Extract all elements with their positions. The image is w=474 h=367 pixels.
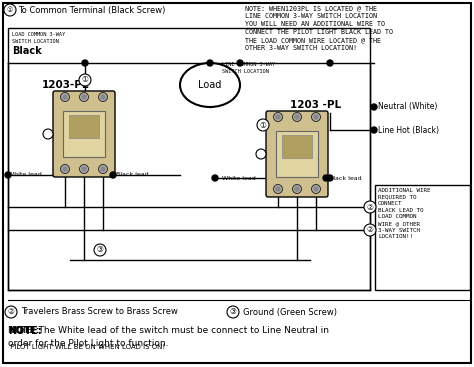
- Circle shape: [295, 187, 299, 191]
- Text: Load: Load: [198, 80, 222, 90]
- FancyBboxPatch shape: [53, 91, 115, 177]
- Circle shape: [63, 167, 67, 171]
- Circle shape: [311, 185, 320, 193]
- Text: Black lead: Black lead: [329, 175, 362, 181]
- FancyBboxPatch shape: [266, 111, 328, 197]
- Circle shape: [207, 60, 213, 66]
- Text: ①: ①: [260, 120, 266, 130]
- Circle shape: [364, 224, 376, 236]
- Text: LOAD COMMON 3-WAY: LOAD COMMON 3-WAY: [12, 32, 65, 37]
- Bar: [63, 111, 105, 157]
- Circle shape: [80, 164, 89, 174]
- Ellipse shape: [180, 63, 240, 107]
- Text: NOTE: WHEN1203PL IS LOCATED @ THE
LINE COMMON 3-WAY SWITCH LOCATION
YOU WILL NEE: NOTE: WHEN1203PL IS LOCATED @ THE LINE C…: [245, 5, 393, 51]
- Circle shape: [371, 127, 377, 133]
- Bar: [69, 115, 99, 138]
- Circle shape: [101, 167, 105, 171]
- Circle shape: [276, 187, 280, 191]
- Circle shape: [295, 115, 299, 119]
- Circle shape: [82, 167, 86, 171]
- Circle shape: [256, 149, 266, 159]
- Circle shape: [257, 119, 269, 131]
- Circle shape: [4, 4, 16, 16]
- Text: 1203 -PL: 1203 -PL: [290, 100, 341, 110]
- Text: ③: ③: [97, 246, 103, 254]
- Text: Travelers Brass Screw to Brass Screw: Travelers Brass Screw to Brass Screw: [21, 308, 178, 316]
- Text: ③: ③: [229, 308, 237, 316]
- Circle shape: [276, 115, 280, 119]
- Circle shape: [5, 306, 17, 318]
- Circle shape: [371, 104, 377, 110]
- Text: SWITCH LOCATION: SWITCH LOCATION: [222, 69, 269, 74]
- Circle shape: [314, 187, 318, 191]
- Circle shape: [314, 115, 318, 119]
- Circle shape: [99, 164, 108, 174]
- Circle shape: [292, 185, 301, 193]
- Circle shape: [311, 113, 320, 121]
- Circle shape: [80, 92, 89, 102]
- Text: ADDITIONAL WIRE
REQUIRED TO
CONNECT
BLACK LEAD TO
LOAD COMMON
WIRE @ OTHER
3-WAY: ADDITIONAL WIRE REQUIRED TO CONNECT BLAC…: [378, 188, 430, 239]
- Text: ①: ①: [82, 76, 89, 84]
- Text: NOTE:: NOTE:: [8, 326, 42, 336]
- Bar: [276, 131, 318, 177]
- Text: Line Hot (Black): Line Hot (Black): [378, 126, 439, 134]
- Circle shape: [61, 92, 70, 102]
- Circle shape: [273, 113, 283, 121]
- Text: White lead: White lead: [8, 172, 42, 178]
- Text: NOTE:: NOTE:: [8, 326, 39, 335]
- Text: LINE COMMON 3-WAY: LINE COMMON 3-WAY: [222, 62, 275, 67]
- Text: ②: ②: [366, 203, 374, 211]
- Circle shape: [5, 172, 11, 178]
- Text: ②: ②: [366, 225, 374, 235]
- Circle shape: [99, 92, 108, 102]
- Text: 1203-PL: 1203-PL: [42, 80, 90, 90]
- Text: Ground (Green Screw): Ground (Green Screw): [243, 308, 337, 316]
- Bar: [375, 185, 470, 290]
- Text: PILOT LIGHT WILL BE ON WHEN LOAD IS ON!: PILOT LIGHT WILL BE ON WHEN LOAD IS ON!: [8, 344, 165, 350]
- Circle shape: [227, 306, 239, 318]
- Circle shape: [63, 95, 67, 99]
- Text: NOTE: The White lead of the switch must be connect to Line Neutral in
order for : NOTE: The White lead of the switch must …: [8, 326, 329, 348]
- Circle shape: [323, 175, 329, 181]
- Circle shape: [110, 172, 116, 178]
- Bar: [282, 135, 312, 158]
- Text: Black: Black: [12, 46, 42, 56]
- Circle shape: [82, 95, 86, 99]
- Text: To Common Terminal (Black Screw): To Common Terminal (Black Screw): [18, 6, 165, 15]
- Circle shape: [292, 113, 301, 121]
- Circle shape: [237, 60, 243, 66]
- Circle shape: [82, 60, 88, 66]
- Circle shape: [43, 129, 53, 139]
- Circle shape: [79, 74, 91, 86]
- Text: SWITCH LOCATION: SWITCH LOCATION: [12, 39, 59, 44]
- Circle shape: [94, 244, 106, 256]
- Circle shape: [212, 175, 218, 181]
- Circle shape: [327, 60, 333, 66]
- Circle shape: [273, 185, 283, 193]
- Bar: [8, 28, 370, 290]
- Circle shape: [101, 95, 105, 99]
- Circle shape: [61, 164, 70, 174]
- Text: ②: ②: [8, 308, 14, 316]
- Text: White lead: White lead: [222, 175, 256, 181]
- Circle shape: [364, 201, 376, 213]
- Circle shape: [327, 175, 333, 181]
- Text: Neutral (White): Neutral (White): [378, 102, 438, 112]
- Text: Black lead: Black lead: [116, 172, 149, 178]
- Text: ①: ①: [7, 7, 13, 13]
